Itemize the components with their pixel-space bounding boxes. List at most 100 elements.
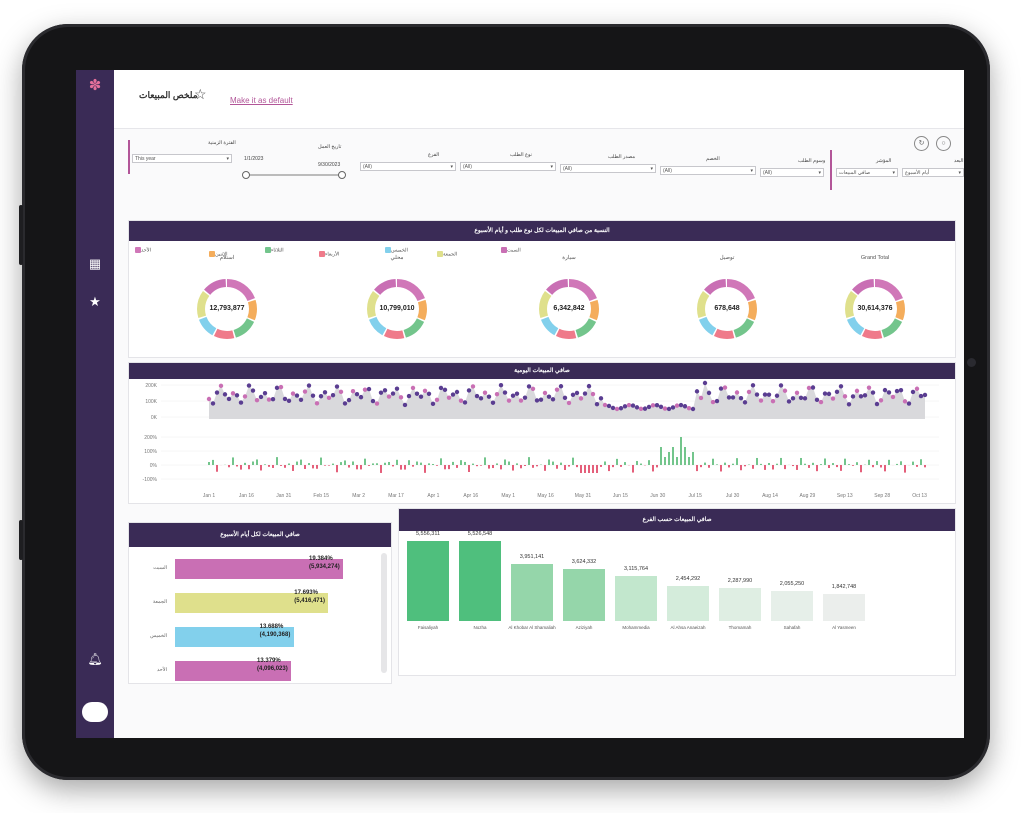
pct-bar <box>588 465 590 473</box>
weekday-pct: 19.384% <box>309 556 333 562</box>
branch-label: Sahafah <box>783 625 801 630</box>
pct-bar <box>920 459 922 465</box>
dashboard-grid-icon[interactable]: ▦ <box>88 256 102 271</box>
weekday-bar[interactable] <box>175 559 343 579</box>
daily-point <box>322 390 328 395</box>
daily-point <box>526 384 532 389</box>
app-logo-icon[interactable]: ✽ <box>88 77 102 94</box>
order-source-select[interactable]: (All) ▾ <box>560 164 656 173</box>
weekday-bar[interactable] <box>175 661 292 681</box>
daily-point <box>574 390 580 396</box>
donut-segment <box>845 279 905 339</box>
daily-point <box>710 399 716 405</box>
pct-bar <box>288 463 290 465</box>
pct-bar <box>752 465 754 469</box>
slider-handle-start[interactable] <box>242 171 250 179</box>
pct-bar <box>448 465 450 470</box>
daily-point <box>814 397 820 403</box>
period-filter <box>128 140 240 174</box>
daily-point <box>886 390 892 395</box>
pct-bar <box>888 459 890 465</box>
daily-point <box>290 391 296 396</box>
daily-point <box>390 391 396 396</box>
order-tags-label: وسوم الطلب <box>798 158 826 164</box>
weekday-bar[interactable] <box>175 627 294 647</box>
page-title: ملخص المبيعات <box>139 90 198 100</box>
daily-point <box>258 394 264 400</box>
branch-label: Al Ahsa Anaeizah <box>670 625 706 630</box>
daily-point <box>642 406 648 411</box>
daily-point <box>674 403 680 408</box>
daily-point <box>566 400 572 406</box>
branch-bar[interactable] <box>563 568 605 621</box>
daily-point <box>378 390 384 395</box>
donut-label: سيارة <box>562 255 576 261</box>
date-from: 1/1/2023 <box>244 156 264 162</box>
daily-point <box>394 386 400 391</box>
daily-point <box>850 394 856 399</box>
donut-segment <box>697 279 757 339</box>
branch-bar[interactable] <box>459 541 501 621</box>
daily-point <box>494 391 500 397</box>
daily-point <box>670 405 676 410</box>
pct-bar <box>216 465 218 472</box>
slider-handle-end[interactable] <box>338 171 346 179</box>
legend-swatch <box>135 247 141 253</box>
order-tags-select[interactable]: (All) ▾ <box>760 168 824 177</box>
weekday-bar[interactable] <box>175 593 329 613</box>
date-range-slider[interactable] <box>246 174 342 176</box>
pct-bar <box>344 460 346 465</box>
x-tick-label: May 16 <box>537 493 554 499</box>
branch-value: 2,454,292 <box>675 575 701 582</box>
branch-label: Mohammedia <box>622 625 650 630</box>
legend-item: السبت <box>499 247 521 253</box>
daily-point <box>538 397 544 402</box>
daily-point <box>450 392 456 397</box>
branch-bar[interactable] <box>407 541 449 621</box>
x-tick-label: Jul 15 <box>689 493 703 499</box>
weekday-panel-title: صافي المبيعات لكل أيام الأسبوع <box>129 523 391 547</box>
pct-bar <box>744 465 746 467</box>
branch-bar[interactable] <box>511 564 553 621</box>
branch-bar[interactable] <box>823 594 865 621</box>
indicator-select[interactable]: صافي المبيعات ▾ <box>836 168 898 177</box>
pct-bar <box>804 463 806 465</box>
daily-point <box>862 393 868 398</box>
branch-bar[interactable] <box>719 588 761 621</box>
legend-label: الثلاثاء <box>271 247 284 254</box>
weekday-scrollbar[interactable] <box>381 553 387 673</box>
info-icon[interactable]: ○ <box>936 136 951 151</box>
daily-point <box>434 397 440 403</box>
pct-bar <box>820 464 822 465</box>
pct-bar <box>612 465 614 468</box>
refresh-icon[interactable]: ↻ <box>914 136 929 151</box>
branch-bar[interactable] <box>667 585 709 621</box>
pct-bar <box>572 457 574 465</box>
daily-point <box>534 398 540 403</box>
daily-point <box>210 401 216 406</box>
dimension-select[interactable]: أيام الأسبوع ▾ <box>902 168 964 177</box>
order-type-select[interactable]: (All) ▾ <box>460 162 556 171</box>
x-tick-label: Aug 29 <box>799 493 815 499</box>
favorite-star-icon[interactable]: ☆ <box>194 86 207 102</box>
discount-select[interactable]: (All) ▾ <box>660 166 756 175</box>
user-avatar[interactable] <box>82 702 108 722</box>
daily-panel-title: صافي المبيعات اليومية <box>129 363 955 379</box>
notification-bell-icon[interactable]: 🔔︎ <box>87 652 103 666</box>
branch-value: 3,115,764 <box>623 566 649 573</box>
branch-select[interactable]: (All) ▾ <box>360 162 456 171</box>
make-default-link[interactable]: Make it as default <box>230 96 293 105</box>
branch-bar[interactable] <box>771 591 813 621</box>
pct-bar <box>596 465 598 473</box>
pct-bar <box>308 463 310 465</box>
daily-point <box>498 382 504 388</box>
branch-value: 5,556,311 <box>415 531 441 537</box>
pct-bar <box>296 461 298 465</box>
favorites-star-icon[interactable]: ★ <box>89 294 101 309</box>
branch-bar[interactable] <box>615 576 657 621</box>
donut-segment <box>197 279 257 339</box>
daily-point <box>462 400 468 405</box>
weekday-value: 19.384% (5,934,274) <box>309 555 340 571</box>
period-select[interactable]: This year ▾ <box>132 154 232 163</box>
branch-value: 1,842,748 <box>831 584 857 591</box>
